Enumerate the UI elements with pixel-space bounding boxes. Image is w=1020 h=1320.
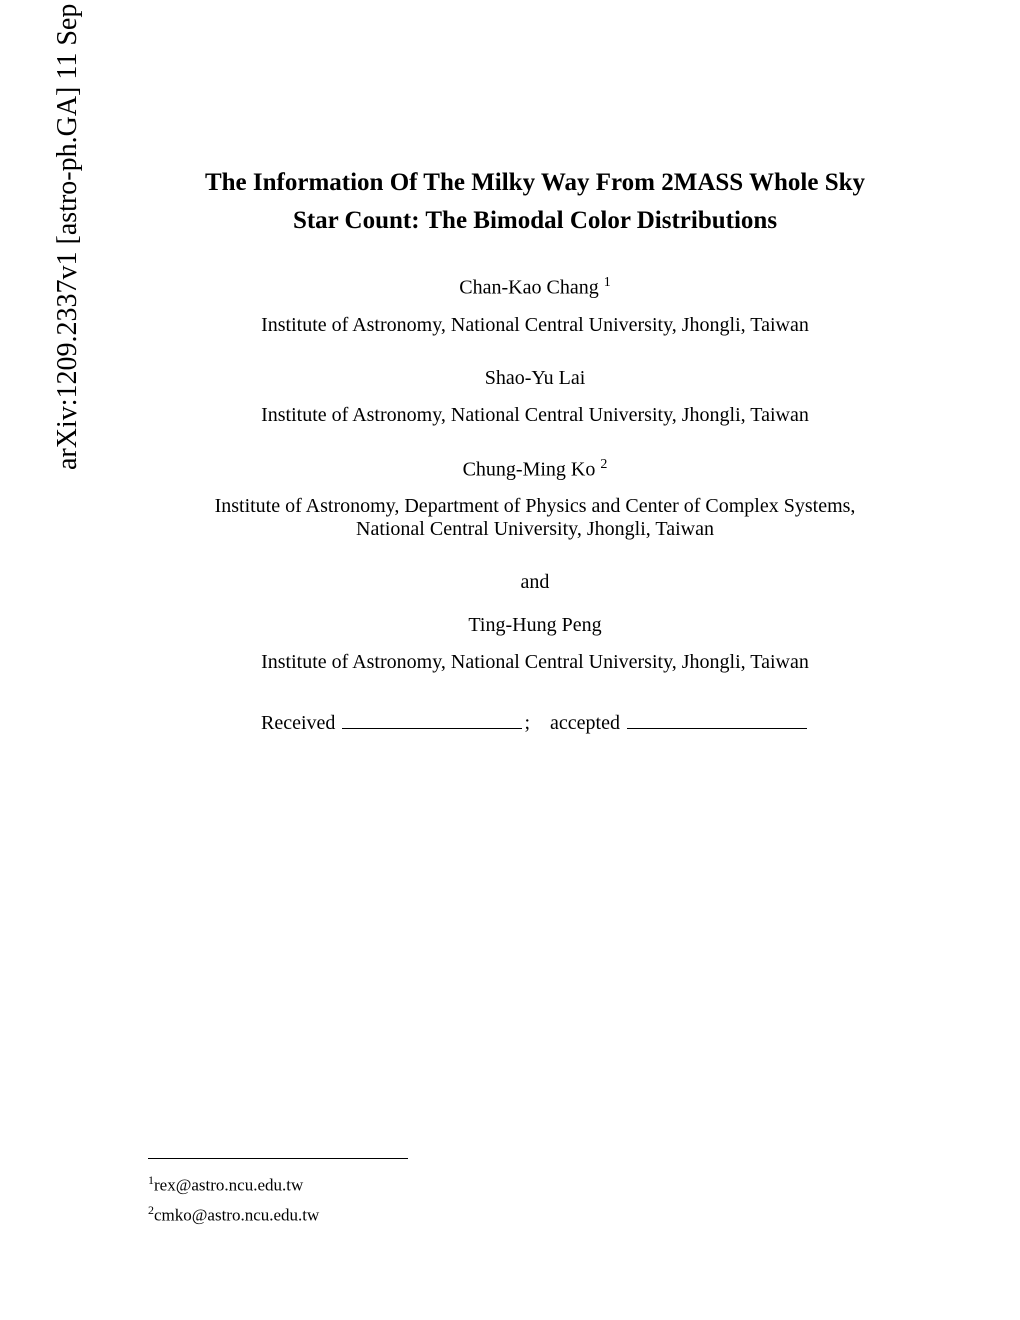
author-2-affiliation: Institute of Astronomy, National Central… (145, 404, 925, 427)
author-1: Chan-Kao Chang 1 (145, 275, 925, 300)
author-2-name: Shao-Yu Lai (485, 367, 586, 389)
paper-title: The Information Of The Milky Way From 2M… (145, 164, 925, 239)
footnotes: 1rex@astro.ncu.edu.tw 2cmko@astro.ncu.ed… (148, 1158, 908, 1234)
author-4: Ting-Hung Peng (145, 614, 925, 637)
author-4-name: Ting-Hung Peng (468, 614, 601, 636)
author-1-name: Chan-Kao Chang (459, 277, 598, 299)
footnote-1: 1rex@astro.ncu.edu.tw (148, 1173, 908, 1196)
footnote-2: 2cmko@astro.ncu.edu.tw (148, 1203, 908, 1226)
arxiv-identifier: arXiv:1209.2337v1 [astro-ph.GA] 11 Sep 2… (52, 0, 84, 470)
author-2: Shao-Yu Lai (145, 367, 925, 390)
author-4-affiliation: Institute of Astronomy, National Central… (145, 651, 925, 674)
author-1-sup: 1 (604, 275, 611, 290)
footnote-2-text: cmko@astro.ncu.edu.tw (154, 1206, 319, 1225)
paper-content: The Information Of The Milky Way From 2M… (145, 164, 925, 735)
accepted-blank (627, 728, 807, 729)
and-separator: and (145, 571, 925, 594)
received-label: Received (261, 712, 335, 734)
title-line-2: Star Count: The Bimodal Color Distributi… (293, 207, 777, 234)
received-accepted-line: Received ; accepted (145, 712, 925, 735)
footnote-1-text: rex@astro.ncu.edu.tw (154, 1175, 303, 1194)
title-line-1: The Information Of The Milky Way From 2M… (205, 169, 865, 196)
author-3-affiliation-line1: Institute of Astronomy, Department of Ph… (215, 495, 856, 517)
author-3-sup: 2 (600, 457, 607, 472)
accepted-label: accepted (550, 712, 620, 734)
author-3-name: Chung-Ming Ko (463, 458, 596, 480)
author-3: Chung-Ming Ko 2 (145, 457, 925, 482)
author-1-affiliation: Institute of Astronomy, National Central… (145, 314, 925, 337)
author-3-affiliation: Institute of Astronomy, Department of Ph… (145, 495, 925, 541)
received-blank (342, 728, 522, 729)
footnote-rule (148, 1158, 408, 1159)
author-3-affiliation-line2: National Central University, Jhongli, Ta… (356, 518, 714, 540)
